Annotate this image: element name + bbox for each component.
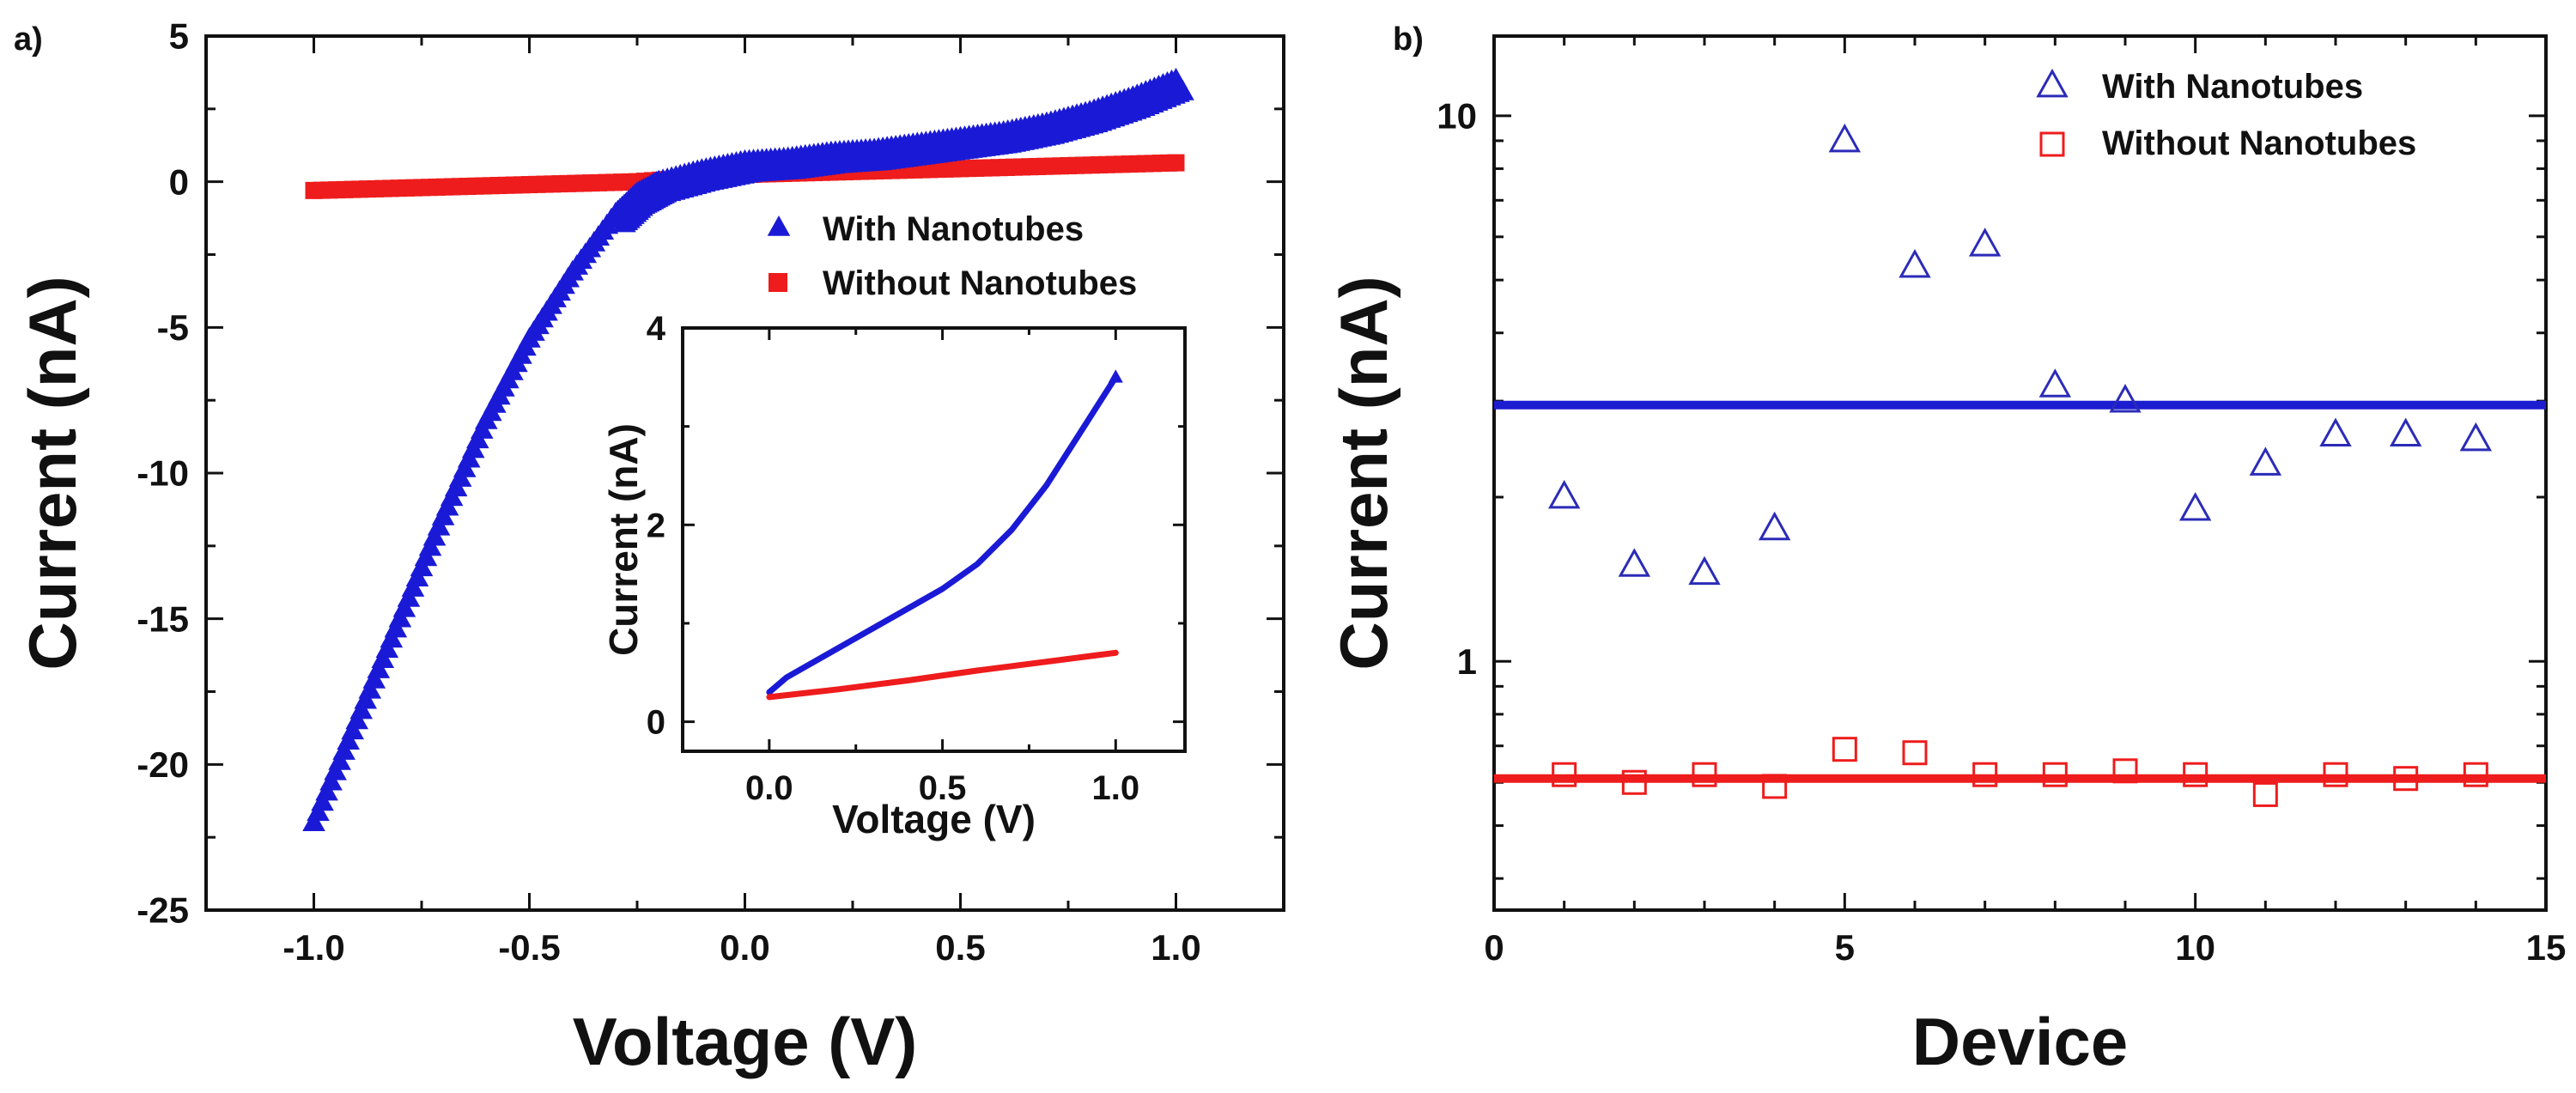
data-point-without-nanotubes: [2393, 766, 2419, 792]
y-axis-title: Current (nA): [601, 423, 646, 656]
plot-frame: [681, 326, 1187, 753]
data-point-without-nanotubes: [2042, 762, 2068, 787]
data-point-with-nanotubes: [2109, 384, 2142, 413]
y-tick-label: 5: [169, 16, 189, 57]
y-tick-label: -15: [137, 598, 189, 639]
legend-marker-without-nanotubes: [769, 273, 787, 292]
y-tick-label: 1: [1457, 641, 1477, 682]
x-tick-label: 10: [2175, 927, 2215, 968]
y-tick-label: -25: [137, 890, 189, 931]
inset-end-marker: [1108, 369, 1123, 383]
data-point-with-nanotubes: [2249, 446, 2282, 476]
x-tick-label: 0.5: [919, 769, 967, 807]
x-tick-label: 1.0: [1092, 769, 1140, 807]
panel-a-inset: 0.0 0.5 1.0 0 2 4 Voltage (V) Current (nA): [601, 310, 1187, 841]
x-axis-title: Voltage (V): [573, 1004, 918, 1079]
x-axis-title: Voltage (V): [832, 797, 1036, 841]
panel-b: 0 5 10 15 1 10 Device Current (nA) b) With Nanotu…: [1326, 21, 2566, 1079]
legend-label-with-nanotubes: With Nanotubes: [823, 210, 1084, 248]
inset-series-with-nanotubes: [766, 373, 1119, 695]
data-point-with-nanotubes: [2178, 492, 2212, 521]
data-point-with-nanotubes: [2459, 422, 2493, 452]
legend-label-with-nanotubes: With Nanotubes: [2102, 68, 2363, 106]
data-point-with-nanotubes: [1618, 548, 1651, 577]
data-point-without-nanotubes: [2183, 762, 2208, 787]
data-point-with-nanotubes: [1547, 479, 1581, 509]
legend-label-without-nanotubes: Without Nanotubes: [823, 264, 1137, 302]
data-point-without-nanotubes: [1167, 154, 1185, 172]
x-tick-label: 5: [1835, 927, 1855, 968]
data-point-without-nanotubes: [1762, 774, 1788, 799]
x-tick-label: 0: [1484, 927, 1504, 968]
x-axis-title: Device: [1912, 1004, 2129, 1079]
y-tick-label: 0: [647, 704, 665, 742]
inset-series-without-nanotubes: [766, 649, 1119, 701]
data-point-without-nanotubes: [1552, 762, 1577, 787]
panel-label-a: a): [14, 21, 43, 58]
data-point-with-nanotubes: [2389, 417, 2422, 446]
x-tick-label: 0.0: [720, 927, 769, 968]
y-tick-label: 2: [647, 507, 665, 544]
y-axis-title: Current (nA): [1326, 276, 1401, 670]
data-point-with-nanotubes: [2038, 368, 2072, 398]
data-point-with-nanotubes: [1688, 556, 1721, 586]
data-point-with-nanotubes: [1828, 123, 1862, 153]
y-tick-label: 4: [647, 310, 666, 348]
data-point-without-nanotubes: [2252, 781, 2278, 807]
data-point-without-nanotubes: [2463, 762, 2488, 787]
legend-marker-with-nanotubes: [2036, 68, 2069, 98]
panel-label-b: b): [1393, 21, 1424, 58]
data-point-without-nanotubes: [1972, 762, 1998, 787]
y-tick-label: -10: [137, 453, 189, 494]
y-tick-label: 0: [169, 161, 189, 202]
x-tick-label: 15: [2526, 927, 2567, 968]
legend-label-without-nanotubes: Without Nanotubes: [2102, 124, 2416, 162]
data-point-without-nanotubes: [1902, 740, 1928, 766]
data-point-without-nanotubes: [2323, 762, 2348, 787]
data-point-with-nanotubes-return: [1171, 79, 1194, 100]
data-point-with-nanotubes: [2319, 417, 2352, 446]
x-tick-label: -0.5: [498, 927, 560, 968]
data-point-with-nanotubes: [1758, 511, 1791, 541]
panel-a: -1.0 -0.5 0.0 0.5 1.0 -25 -20 -15 -10 -5 0 5 Voltage…: [14, 16, 1285, 1079]
plot-frame: [1492, 34, 2548, 912]
legend-marker-without-nanotubes: [2039, 131, 2065, 157]
legend-b: With Nanotubes Without Nanotubes: [2036, 68, 2416, 162]
legend-a: With Nanotubes Without Nanotubes: [767, 210, 1137, 302]
data-point-with-nanotubes: [1968, 228, 2002, 257]
data-point-without-nanotubes: [1621, 769, 1647, 795]
x-tick-label: 1.0: [1151, 927, 1200, 968]
y-tick-label: -20: [137, 744, 189, 785]
x-tick-label: 0.0: [745, 769, 793, 807]
x-tick-label: -1.0: [283, 927, 344, 968]
data-point-with-nanotubes: [1899, 248, 1931, 278]
legend-marker-with-nanotubes: [767, 216, 791, 236]
data-point-without-nanotubes: [1832, 737, 1857, 762]
data-point-without-nanotubes: [2112, 758, 2138, 784]
y-axis-title: Current (nA): [15, 276, 90, 670]
y-tick-label: 10: [1437, 96, 1477, 137]
y-tick-label: -5: [157, 307, 189, 348]
data-point-without-nanotubes: [1692, 762, 1717, 787]
x-tick-label: 0.5: [935, 927, 985, 968]
